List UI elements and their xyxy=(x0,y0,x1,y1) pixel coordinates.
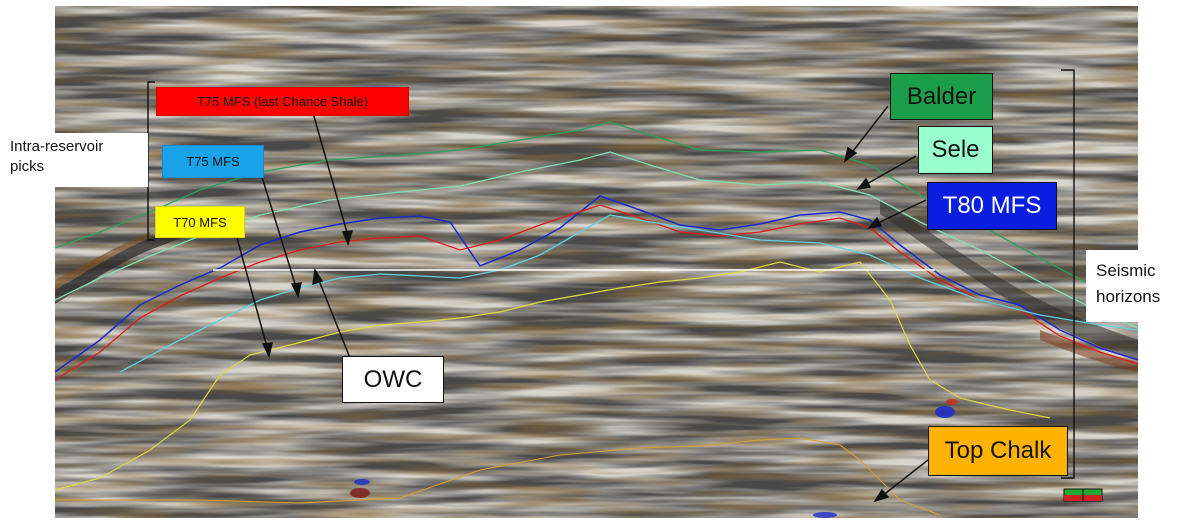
horizon-t80-mfs xyxy=(54,195,1139,373)
intra-reservoir-line1: Intra-reservoir xyxy=(10,138,104,155)
intra-reservoir-bracket xyxy=(147,81,155,241)
label-t75-mfs-last-chance-shale: T75 MFS (last Chance Shale) xyxy=(156,87,409,116)
seismic-horizons-text: Seismic horizons xyxy=(1086,250,1199,322)
horizon-top-chalk xyxy=(55,437,941,516)
arrow-owc xyxy=(312,267,351,359)
intra-reservoir-picks-text: Intra-reservoir picks xyxy=(4,133,148,187)
label-balder: Balder xyxy=(890,73,993,120)
label-t75-mfs: T75 MFS xyxy=(162,145,264,178)
label-t70-mfs: T70 MFS xyxy=(155,206,245,238)
arrow-t75-last-chance xyxy=(312,112,354,247)
label-sele: Sele xyxy=(918,126,993,174)
seismic-horizons-bracket xyxy=(1061,69,1075,479)
arrow-t80-mfs xyxy=(867,199,927,230)
label-t80-mfs: T80 MFS xyxy=(927,182,1057,230)
seismic-horizons xyxy=(54,121,1139,516)
seismic-line2: horizons xyxy=(1096,287,1161,306)
seismic-line1: Seismic xyxy=(1096,261,1156,280)
horizon-t70-mfs xyxy=(54,261,1051,491)
arrow-sele xyxy=(856,155,917,191)
leader-arrows xyxy=(236,105,929,503)
arrow-top-chalk xyxy=(873,459,929,503)
arrow-t70-mfs xyxy=(236,237,273,359)
intra-reservoir-line2: picks xyxy=(10,158,45,175)
scale-bar-icon xyxy=(1063,488,1103,502)
arrow-balder xyxy=(843,105,889,163)
horizon-t75-mfs xyxy=(119,214,1139,373)
arrow-t75-mfs xyxy=(261,176,302,299)
label-owc: OWC xyxy=(342,356,444,403)
label-top-chalk: Top Chalk xyxy=(928,426,1068,476)
